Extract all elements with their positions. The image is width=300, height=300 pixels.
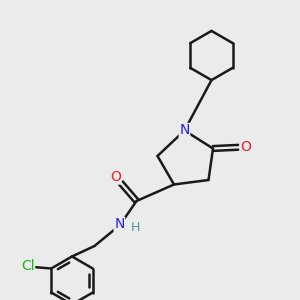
- Text: O: O: [110, 170, 121, 184]
- Text: O: O: [240, 140, 251, 154]
- Text: Cl: Cl: [21, 259, 34, 273]
- Text: N: N: [179, 124, 190, 137]
- Text: H: H: [130, 221, 140, 234]
- Text: N: N: [114, 218, 124, 231]
